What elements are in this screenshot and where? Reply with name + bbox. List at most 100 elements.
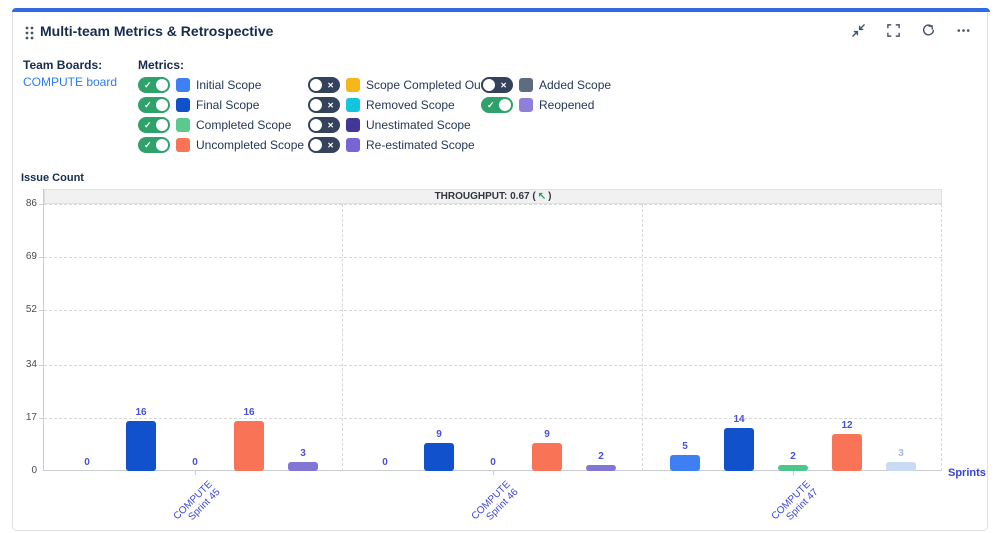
metric-row-removed-scope: ✕ Removed Scope [308, 95, 481, 115]
chart-bar-uncompleted-scope-sprint-46[interactable] [532, 443, 562, 471]
xtick-mark [195, 471, 196, 475]
gridline-y34 [44, 365, 942, 367]
metric-row-uncompleted-scope: ✓ Uncompleted Scope [138, 135, 308, 155]
bar-value-label: 0 [192, 457, 198, 468]
metric-row-reopened: ✓ Reopened [481, 95, 611, 115]
team-boards-section: Team Boards: COMPUTE board [23, 58, 117, 89]
toggle-added-scope[interactable]: ✕ [481, 77, 513, 93]
widget-title: Multi-team Metrics & Retrospective [40, 23, 274, 39]
chart-bar-reopened-sprint-46[interactable] [586, 465, 616, 471]
category-label-compute-sprint-45: COMPUTE Sprint 45 [171, 479, 223, 523]
bar-value-label: 3 [300, 448, 306, 459]
chart-bar-final-scope-sprint-45[interactable] [126, 421, 156, 471]
bar-value-label: 3 [898, 448, 904, 459]
x-icon: ✕ [327, 80, 334, 90]
toggle-removed-scope[interactable]: ✕ [308, 97, 340, 113]
toggle-initial-scope[interactable]: ✓ [138, 77, 170, 93]
ytick-label-69: 69 [25, 250, 37, 262]
toggle-knob [310, 119, 322, 131]
x-icon: ✕ [327, 140, 334, 150]
toggle-reopened[interactable]: ✓ [481, 97, 513, 113]
toggle-knob [310, 99, 322, 111]
bar-value-label: 2 [790, 451, 796, 462]
throughput-text: THROUGHPUT: 0.67 ( [434, 191, 536, 202]
toggle-re-estimated-scope[interactable]: ✕ [308, 137, 340, 153]
x-axis-title: Sprints [948, 467, 986, 479]
x-icon: ✕ [500, 80, 507, 90]
trend-up-arrow-icon: ↖ [537, 191, 547, 202]
bar-value-label: 12 [841, 420, 853, 431]
toggle-knob [156, 119, 168, 131]
metric-label-re-estimated-scope: Re-estimated Scope [366, 138, 475, 152]
metric-label-final-scope: Final Scope [196, 98, 260, 112]
bar-value-label: 5 [682, 441, 688, 452]
fullscreen-button[interactable] [885, 24, 901, 40]
bar-value-label: 2 [598, 451, 604, 462]
check-icon: ✓ [144, 139, 152, 150]
toggle-unestimated-scope[interactable]: ✕ [308, 117, 340, 133]
color-swatch-unestimated-scope [346, 118, 360, 132]
bar-value-label: 0 [84, 457, 90, 468]
team-board-link[interactable]: COMPUTE board [23, 75, 118, 89]
color-swatch-final-scope [176, 98, 190, 112]
chart-bar-uncompleted-scope-sprint-45[interactable] [234, 421, 264, 471]
toggle-completed-scope[interactable]: ✓ [138, 117, 170, 133]
more-options-button[interactable] [955, 24, 971, 40]
ytick-mark-17 [39, 418, 43, 420]
ytick-label-52: 52 [25, 303, 37, 315]
ytick-mark-86 [39, 204, 43, 205]
chart-bar-final-scope-sprint-46[interactable] [424, 443, 454, 471]
bar-value-label: 9 [436, 429, 442, 440]
metric-row-added-scope: ✕ Added Scope [481, 75, 611, 95]
chart-bar-completed-scope-sprint-47[interactable] [778, 465, 808, 471]
metric-row-scope-completed-outside: ✕ Scope Completed Outside [308, 75, 506, 95]
metric-row-final-scope: ✓ Final Scope [138, 95, 308, 115]
bar-value-label: 16 [135, 407, 147, 418]
color-swatch-added-scope [519, 78, 533, 92]
toggle-knob [310, 79, 322, 91]
chart-bar-reopened-sprint-47[interactable] [886, 462, 916, 471]
collapse-icon [851, 23, 866, 41]
color-swatch-initial-scope [176, 78, 190, 92]
toggle-final-scope[interactable]: ✓ [138, 97, 170, 113]
bar-group-compute-sprint-45: 0 16 0 16 3 [44, 189, 342, 471]
color-swatch-scope-completed-outside [346, 78, 360, 92]
metrics-columns: ✓ Initial Scope ✓ Final Scope ✓ Completed Sco… [138, 75, 611, 155]
bar-chart-plot: THROUGHPUT: 0.67 (↖ ) 0 17 34 52 69 86 0 16 0 16 3 C… [26, 189, 942, 523]
widget-accent-bar [12, 8, 990, 12]
toggle-scope-completed-outside[interactable]: ✕ [308, 77, 340, 93]
x-icon: ✕ [327, 120, 334, 130]
check-icon: ✓ [144, 119, 152, 130]
collapse-button[interactable] [850, 24, 866, 40]
metrics-column-2: ✕ Scope Completed Outside ✕ Removed Scope ✕ U… [308, 75, 506, 155]
chart-bar-initial-scope-sprint-47[interactable] [670, 455, 700, 471]
toggle-knob [499, 99, 511, 111]
refresh-button[interactable] [920, 24, 936, 40]
y-axis-title: Issue Count [21, 172, 84, 184]
metric-row-completed-scope: ✓ Completed Scope [138, 115, 308, 135]
throughput-text-close: ) [548, 191, 552, 202]
gridline-y52 [44, 309, 942, 311]
ytick-mark-69 [39, 256, 43, 258]
metric-label-added-scope: Added Scope [539, 78, 612, 92]
chart-bar-uncompleted-scope-sprint-47[interactable] [832, 434, 862, 471]
metric-label-completed-scope: Completed Scope [196, 118, 292, 132]
more-icon [956, 23, 971, 41]
plot-right-edge-line [941, 204, 942, 471]
check-icon: ✓ [487, 99, 495, 110]
metrics-widget: Multi-team Metrics & Retrospective [12, 8, 990, 531]
metrics-label: Metrics: [138, 58, 185, 72]
bar-group-compute-sprint-47: 5 14 2 12 3 [642, 189, 942, 471]
bar-value-label: 0 [490, 457, 496, 468]
color-swatch-completed-scope [176, 118, 190, 132]
ytick-label-34: 34 [25, 359, 37, 371]
drag-handle-icon[interactable] [23, 25, 35, 41]
chart-bar-final-scope-sprint-47[interactable] [724, 428, 754, 471]
gridline-y86 [44, 204, 942, 205]
chart-bar-reopened-sprint-45[interactable] [288, 462, 318, 471]
throughput-band: THROUGHPUT: 0.67 (↖ ) [44, 189, 942, 204]
toggle-uncompleted-scope[interactable]: ✓ [138, 137, 170, 153]
fullscreen-icon [886, 23, 901, 41]
toggle-knob [156, 139, 168, 151]
metric-label-removed-scope: Removed Scope [366, 98, 455, 112]
